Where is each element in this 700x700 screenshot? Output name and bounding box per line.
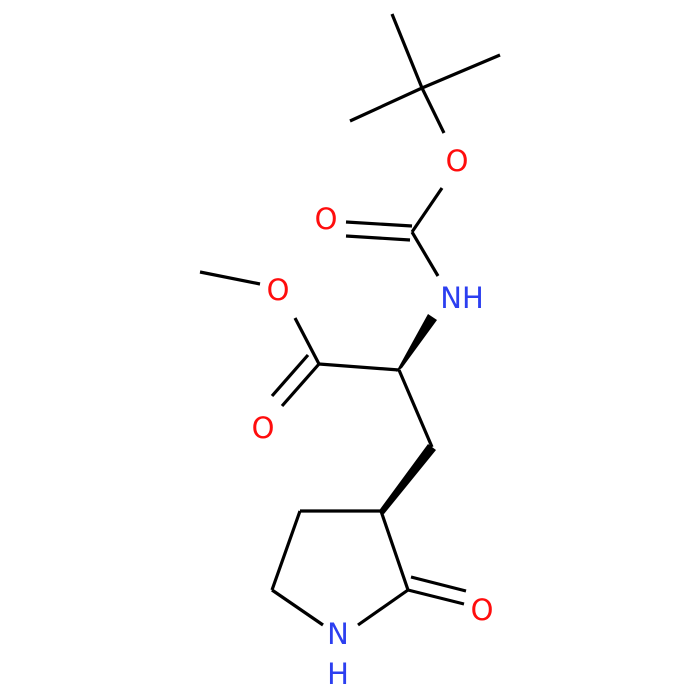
bond xyxy=(271,588,324,627)
bond xyxy=(379,510,410,591)
atom-label: O xyxy=(315,202,338,236)
bond xyxy=(318,362,400,372)
atom-label: N xyxy=(327,617,349,651)
atom-label: H xyxy=(327,657,349,691)
bond xyxy=(410,231,440,277)
bond xyxy=(280,362,321,408)
bond xyxy=(390,13,424,89)
bond xyxy=(410,187,444,233)
atom-labels: O O NH O O O N H xyxy=(252,144,494,691)
bond xyxy=(345,234,411,242)
bond xyxy=(407,588,465,606)
atom-label: O xyxy=(471,593,494,627)
atom-label: O xyxy=(252,411,275,445)
atom-label: O xyxy=(267,273,290,307)
bond xyxy=(293,317,321,365)
atom-label: O xyxy=(446,144,469,178)
bond xyxy=(421,53,501,90)
bond xyxy=(420,87,446,134)
wedge-bond xyxy=(378,444,436,514)
wedge-bond xyxy=(396,314,437,372)
atom-label: NH xyxy=(440,281,484,315)
bond xyxy=(349,86,423,123)
bond xyxy=(397,369,434,448)
bond xyxy=(357,588,409,627)
bond xyxy=(199,270,261,286)
bonds xyxy=(199,13,501,627)
bond xyxy=(270,353,310,398)
bond xyxy=(345,220,413,228)
bond xyxy=(410,575,467,593)
bond xyxy=(270,510,302,591)
